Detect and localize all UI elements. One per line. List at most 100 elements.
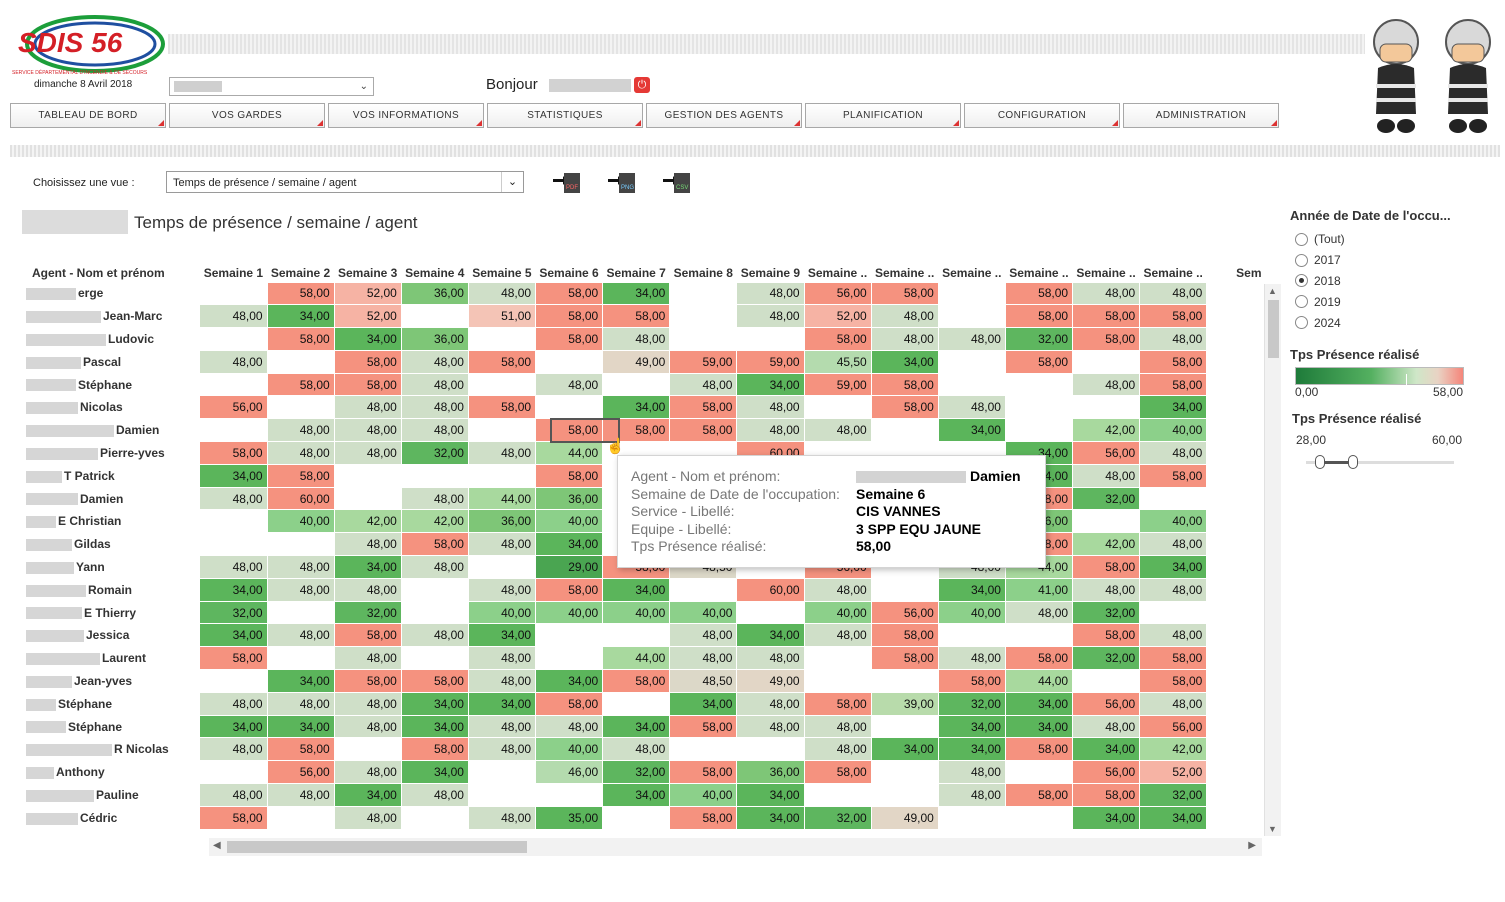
heatmap-cell[interactable]: 48,00 — [266, 418, 335, 443]
heatmap-cell[interactable]: 34,00 — [602, 714, 671, 739]
heatmap-cell[interactable]: 48,00 — [1072, 714, 1141, 739]
heatmap-cell[interactable] — [803, 646, 872, 671]
heatmap-cell[interactable]: 34,00 — [199, 577, 268, 602]
heatmap-cell[interactable]: 58,00 — [669, 760, 738, 785]
heatmap-cell[interactable]: 56,00 — [199, 395, 268, 420]
heatmap-cell[interactable] — [1206, 441, 1266, 465]
scroll-thumb[interactable] — [1268, 300, 1279, 358]
heatmap-cell[interactable]: 48,00 — [602, 737, 671, 762]
heatmap-cell[interactable] — [803, 669, 872, 693]
heatmap-cell[interactable]: 58,00 — [266, 281, 335, 306]
heatmap-cell[interactable]: 48,00 — [1139, 327, 1208, 351]
heatmap-cell[interactable] — [199, 760, 268, 785]
heatmap-cell[interactable]: 58,00 — [1004, 281, 1074, 306]
heatmap-cell[interactable]: 58,00 — [535, 577, 604, 602]
week-column-header[interactable]: Semaine 5 — [472, 265, 532, 280]
heatmap-cell[interactable]: 58,00 — [535, 304, 604, 329]
heatmap-cell[interactable] — [1072, 395, 1141, 420]
export-png-icon[interactable]: PNG — [606, 170, 638, 194]
heatmap-cell[interactable]: 32,00 — [333, 600, 402, 625]
week-column-header[interactable]: Semaine 7 — [606, 265, 666, 280]
heatmap-cell[interactable] — [535, 623, 604, 648]
heatmap-cell[interactable]: 34,00 — [1139, 555, 1208, 579]
heatmap-cell[interactable]: 58,00 — [870, 623, 939, 648]
heatmap-cell[interactable] — [736, 600, 805, 625]
heatmap-cell[interactable]: 36,00 — [467, 509, 537, 534]
heatmap-cell[interactable] — [870, 783, 939, 807]
week-column-header[interactable]: Semaine .. — [874, 265, 935, 280]
heatmap-cell[interactable]: 32,00 — [1072, 646, 1141, 671]
heatmap-cell[interactable]: 51,00 — [467, 304, 537, 329]
heatmap-cell[interactable]: 34,00 — [937, 737, 1006, 762]
heatmap-cell[interactable]: 44,00 — [535, 441, 604, 465]
heatmap-cell[interactable]: 34,00 — [1072, 805, 1141, 830]
heatmap-cell[interactable]: 58,00 — [333, 372, 402, 397]
heatmap-cell[interactable]: 48,00 — [199, 304, 268, 329]
heatmap-cell[interactable]: 48,00 — [199, 737, 268, 762]
heatmap-cell[interactable] — [937, 805, 1006, 830]
heatmap-cell[interactable]: 48,00 — [467, 669, 537, 693]
heatmap-cell[interactable]: 58,00 — [1004, 349, 1074, 374]
heatmap-cell[interactable] — [467, 828, 537, 834]
heatmap-cell[interactable]: 48,00 — [333, 805, 402, 830]
heatmap-cell[interactable]: 48,00 — [736, 646, 805, 671]
heatmap-cell[interactable] — [199, 828, 268, 834]
heatmap-cell[interactable]: 32,00 — [1139, 783, 1208, 807]
heatmap-cell[interactable]: 32,00 — [1072, 600, 1141, 625]
heatmap-cell[interactable] — [803, 828, 872, 834]
heatmap-cell[interactable]: 34,00 — [669, 691, 738, 716]
week-column-header[interactable]: Semaine 4 — [405, 265, 465, 280]
heatmap-cell[interactable]: 48,00 — [736, 691, 805, 716]
scroll-right-icon[interactable]: ▶ — [1248, 840, 1256, 851]
heatmap-cell[interactable]: 48,00 — [400, 555, 469, 579]
heatmap-cell[interactable]: 48,00 — [1139, 281, 1208, 306]
heatmap-cell[interactable] — [1206, 646, 1266, 671]
heatmap-cell[interactable] — [400, 304, 469, 329]
heatmap-cell[interactable] — [199, 281, 268, 306]
heatmap-cell[interactable]: 49,00 — [736, 669, 805, 693]
heatmap-cell[interactable]: 59,00 — [669, 349, 738, 374]
heatmap-cell[interactable]: 34,00 — [400, 691, 469, 716]
heatmap-cell[interactable] — [669, 577, 738, 602]
heatmap-cell[interactable]: 34,00 — [736, 783, 805, 807]
heatmap-cell[interactable]: 58,00 — [535, 327, 604, 351]
heatmap-cell[interactable]: 36,00 — [400, 281, 469, 306]
heatmap-cell[interactable] — [1206, 532, 1266, 557]
heatmap-cell[interactable]: 48,00 — [333, 418, 402, 443]
heatmap-cell[interactable] — [535, 395, 604, 420]
week-column-header[interactable]: Semaine 8 — [673, 265, 733, 280]
year-option[interactable]: 2024 — [1290, 312, 1500, 333]
heatmap-cell[interactable]: 29,00 — [535, 555, 604, 579]
heatmap-cell[interactable]: 58,00 — [333, 349, 402, 374]
heatmap-cell[interactable]: 48,00 — [467, 441, 537, 465]
heatmap-cell[interactable] — [870, 577, 939, 602]
heatmap-cell[interactable]: 48,00 — [937, 327, 1006, 351]
heatmap-cell[interactable] — [1004, 372, 1074, 397]
heatmap-cell[interactable]: 58,00 — [1072, 304, 1141, 329]
heatmap-cell[interactable]: 36,00 — [400, 327, 469, 351]
radio-icon[interactable] — [1295, 295, 1308, 309]
heatmap-cell[interactable] — [400, 577, 469, 602]
heatmap-cell[interactable]: 48,00 — [803, 577, 872, 602]
heatmap-cell[interactable]: 58,00 — [467, 349, 537, 374]
heatmap-cell[interactable]: 48,00 — [199, 349, 268, 374]
heatmap-cell[interactable]: 48,00 — [669, 646, 738, 671]
heatmap-cell[interactable] — [937, 372, 1006, 397]
heatmap-cell[interactable]: 36,00 — [535, 486, 604, 511]
week-column-header[interactable]: Semaine 2 — [270, 265, 331, 280]
heatmap-cell[interactable]: 34,00 — [937, 714, 1006, 739]
scroll-left-icon[interactable]: ◀ — [213, 840, 221, 851]
heatmap-cell[interactable]: 48,00 — [669, 372, 738, 397]
heatmap-cell[interactable] — [266, 395, 335, 420]
heatmap-cell[interactable]: 32,00 — [400, 441, 469, 465]
heatmap-cell[interactable]: 48,00 — [199, 486, 268, 511]
heatmap-cell[interactable]: 34,00 — [736, 372, 805, 397]
heatmap-cell[interactable] — [535, 828, 604, 834]
heatmap-cell[interactable] — [1206, 486, 1266, 511]
heatmap-cell[interactable]: 42,00 — [1072, 532, 1141, 557]
heatmap-cell[interactable]: 48,00 — [535, 372, 604, 397]
heatmap-cell[interactable] — [266, 600, 335, 625]
heatmap-cell[interactable]: 34,00 — [736, 805, 805, 830]
heatmap-cell[interactable] — [937, 281, 1006, 306]
nav-item-vos-informations[interactable]: VOS INFORMATIONS — [328, 103, 484, 128]
